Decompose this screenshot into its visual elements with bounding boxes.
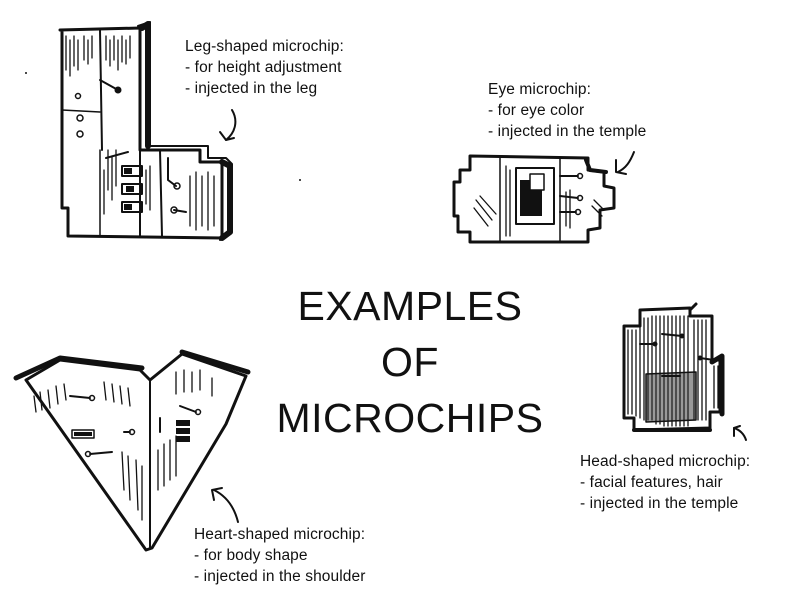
leg-microchip-drawing [58, 21, 233, 241]
heart-microchip-drawing [13, 349, 251, 552]
caption-line: - injected in the temple [580, 495, 739, 512]
pointer-arrow-icon [219, 109, 237, 141]
head-microchip-caption: Head-shaped microchip: - facial features… [580, 451, 750, 514]
caption-line: - for height adjustment [185, 59, 342, 76]
pointer-arrow-icon [615, 151, 635, 175]
caption-title: Heart-shaped microchip: [194, 526, 366, 543]
caption-line: - facial features, hair [580, 474, 723, 491]
title-line: EXAMPLES [297, 283, 523, 329]
title-line: OF [381, 339, 439, 385]
page-title: EXAMPLES OF MICROCHIPS [250, 278, 570, 446]
caption-title: Head-shaped microchip: [580, 453, 751, 470]
caption-title: Eye microchip: [488, 81, 592, 98]
pointer-arrow-icon [211, 487, 239, 523]
caption-line: - injected in the shoulder [194, 568, 366, 585]
title-line: MICROCHIPS [276, 395, 544, 441]
caption-title: Leg-shaped microchip: [185, 38, 344, 55]
caption-line: - for eye color [488, 102, 585, 119]
leg-microchip-caption: Leg-shaped microchip: - for height adjus… [185, 36, 344, 99]
heart-microchip-caption: Heart-shaped microchip: - for body shape… [194, 524, 365, 587]
caption-line: - injected in the temple [488, 123, 647, 140]
caption-line: - for body shape [194, 547, 308, 564]
head-microchip-drawing [622, 302, 725, 432]
eye-microchip-drawing [452, 154, 616, 244]
eye-microchip-caption: Eye microchip: - for eye color - injecte… [488, 79, 646, 142]
pointer-arrow-icon [733, 425, 747, 441]
caption-line: - injected in the leg [185, 80, 318, 97]
